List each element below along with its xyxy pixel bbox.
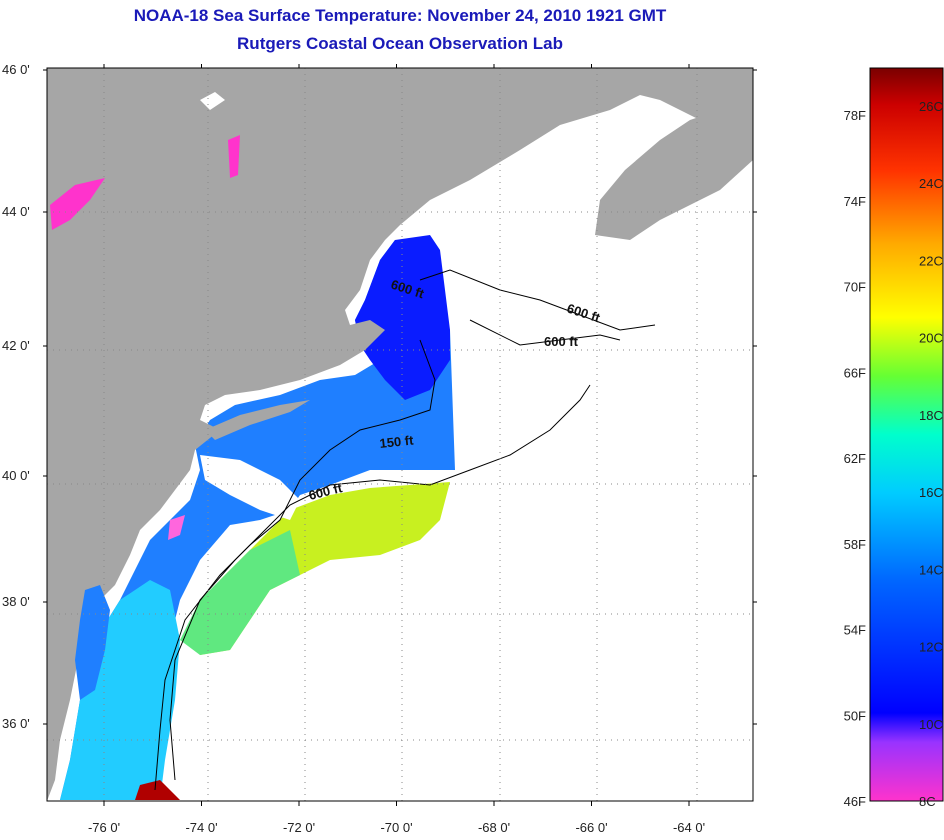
contour-label-600ft-bank: 600 ft xyxy=(544,334,579,349)
colorbar-celsius-label: 22C xyxy=(919,253,943,268)
colorbar-celsius-label: 24C xyxy=(919,176,943,191)
colorbar-fahrenheit-label: 66F xyxy=(844,365,866,380)
colorbar-celsius-label: 18C xyxy=(919,408,943,423)
inland-lake xyxy=(200,92,225,110)
lat-tick-label: 44 0' xyxy=(2,204,30,219)
sst-gulf-stream-red xyxy=(135,780,180,800)
sst-transition-water xyxy=(180,530,300,655)
contour-600ft-gulf xyxy=(419,269,656,331)
colorbar-celsius-label: 26C xyxy=(919,99,943,114)
colorbar-fahrenheit-label: 62F xyxy=(844,451,866,466)
land-mainland xyxy=(47,68,753,801)
lon-tick-label: -76 0' xyxy=(88,820,120,835)
colorbar-celsius-label: 10C xyxy=(919,717,943,732)
lat-tick-label: 36 0' xyxy=(2,716,30,731)
land-long-island xyxy=(205,400,310,440)
colorbar xyxy=(869,67,944,802)
sst-nearshore-cyan xyxy=(60,580,180,800)
colorbar-fahrenheit-label: 54F xyxy=(844,623,866,638)
map-border xyxy=(46,67,754,802)
map-subtitle: Rutgers Coastal Ocean Observation Lab xyxy=(237,34,563,53)
map-title: NOAA-18 Sea Surface Temperature: Novembe… xyxy=(133,6,667,25)
inland-lake-ontario xyxy=(50,178,105,230)
delaware-bay-pink xyxy=(168,515,185,540)
lon-tick-label: -74 0' xyxy=(185,820,217,835)
contour-label-150ft: 150 ft xyxy=(379,432,415,451)
land-nova-scotia xyxy=(595,110,753,240)
colorbar-celsius-label: 20C xyxy=(919,331,943,346)
colorbar-fahrenheit-label: 78F xyxy=(844,108,866,123)
colorbar-celsius-label: 12C xyxy=(919,640,943,655)
colorbar-celsius-label: 14C xyxy=(919,562,943,577)
lat-tick-label: 40 0' xyxy=(2,468,30,483)
no-data-patch xyxy=(200,455,300,520)
sst-warm-slope-water xyxy=(195,482,450,655)
colorbar-celsius-label: 16C xyxy=(919,485,943,500)
lon-tick-label: -68 0' xyxy=(478,820,510,835)
lat-tick-label: 46 0' xyxy=(2,62,30,77)
lat-tick-label: 38 0' xyxy=(2,594,30,609)
sst-gulf-of-maine xyxy=(355,235,450,400)
lat-tick-label: 42 0' xyxy=(2,338,30,353)
lon-tick-label: -72 0' xyxy=(283,820,315,835)
colorbar-fahrenheit-label: 70F xyxy=(844,280,866,295)
colorbar-fahrenheit-label: 50F xyxy=(844,708,866,723)
lon-tick-label: -66 0' xyxy=(575,820,607,835)
contour-600ft-bank xyxy=(469,319,621,346)
colorbar-celsius-label: 8C xyxy=(919,794,936,809)
colorbar-fahrenheit-label: 46F xyxy=(844,794,866,809)
colorbar-fahrenheit-label: 58F xyxy=(844,537,866,552)
lon-tick-label: -70 0' xyxy=(380,820,412,835)
contour-150ft xyxy=(154,339,436,791)
colorbar-fahrenheit-label: 74F xyxy=(844,194,866,209)
lon-tick-label: -64 0' xyxy=(673,820,705,835)
inland-lake-champlain xyxy=(228,135,240,178)
contour-600ft-south xyxy=(169,384,591,781)
